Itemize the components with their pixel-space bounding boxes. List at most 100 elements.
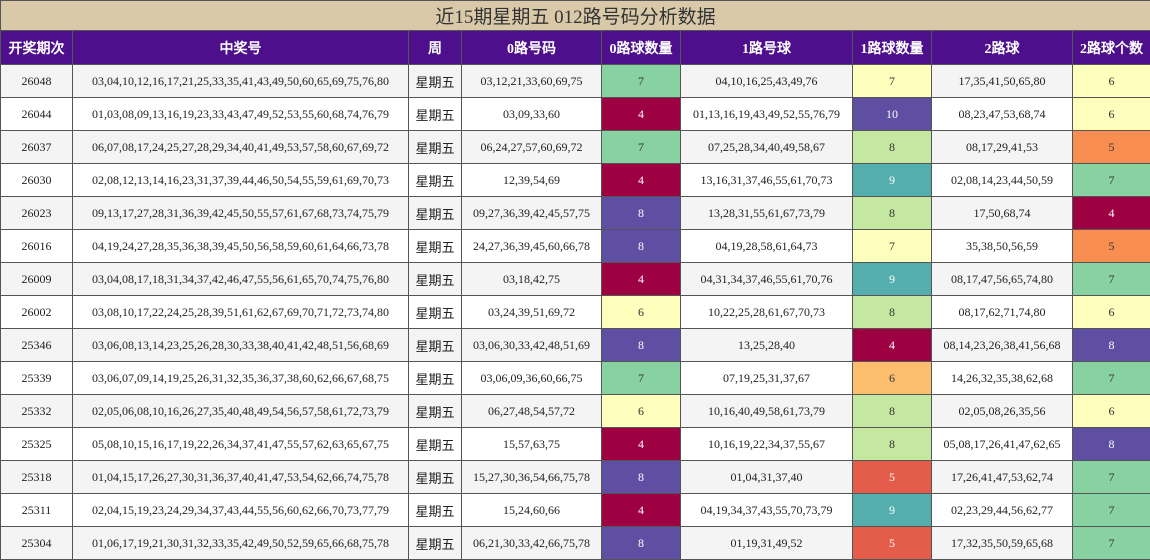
cell: 25311 xyxy=(0,493,73,527)
cell: 04,19,34,37,43,55,70,73,79 xyxy=(680,493,853,527)
table-row: 26037 06,07,08,17,24,25,27,28,29,34,40,41… xyxy=(0,130,1150,164)
cell: 17,50,68,74 xyxy=(931,196,1073,230)
count-cell: 4 xyxy=(601,262,681,296)
count-cell: 6 xyxy=(1071,295,1150,329)
cell: 星期五 xyxy=(408,64,462,98)
table-title: 近15期星期五 012路号码分析数据 xyxy=(0,0,1150,31)
count-cell: 8 xyxy=(601,460,681,494)
cell: 17,35,41,50,65,80 xyxy=(931,64,1073,98)
cell: 15,24,60,66 xyxy=(461,493,602,527)
cell: 星期五 xyxy=(408,97,462,131)
cell: 06,21,30,33,42,66,75,78 xyxy=(461,526,602,560)
cell: 12,39,54,69 xyxy=(461,163,602,197)
cell: 04,19,24,27,28,35,36,38,39,45,50,56,58,5… xyxy=(72,229,409,263)
cell: 13,25,28,40 xyxy=(680,328,853,362)
table-row: 25332 02,05,06,08,10,16,26,27,35,40,48,49… xyxy=(0,394,1150,428)
cell: 星期五 xyxy=(408,196,462,230)
table-row: 25346 03,06,08,13,14,23,25,26,28,30,33,38… xyxy=(0,328,1150,362)
cell: 03,24,39,51,69,72 xyxy=(461,295,602,329)
cell: 25332 xyxy=(0,394,73,428)
cell: 26044 xyxy=(0,97,73,131)
column-header: 2路球个数 xyxy=(1071,30,1150,65)
cell: 星期五 xyxy=(408,163,462,197)
count-cell: 7 xyxy=(1071,526,1150,560)
cell: 25318 xyxy=(0,460,73,494)
cell: 25304 xyxy=(0,526,73,560)
count-cell: 6 xyxy=(1071,394,1150,428)
count-cell: 6 xyxy=(852,361,932,395)
count-cell: 7 xyxy=(852,64,932,98)
cell: 06,27,48,54,57,72 xyxy=(461,394,602,428)
count-cell: 6 xyxy=(601,394,681,428)
table-row: 26030 02,08,12,13,14,16,23,31,37,39,44,46… xyxy=(0,163,1150,197)
cell: 星期五 xyxy=(408,328,462,362)
count-cell: 7 xyxy=(1071,163,1150,197)
count-cell: 8 xyxy=(1071,328,1150,362)
cell: 03,08,10,17,22,24,25,28,39,51,61,62,67,6… xyxy=(72,295,409,329)
table-row: 26002 03,08,10,17,22,24,25,28,39,51,61,62… xyxy=(0,295,1150,329)
table-row: 26023 09,13,17,27,28,31,36,39,42,45,50,55… xyxy=(0,196,1150,230)
cell: 07,19,25,31,37,67 xyxy=(680,361,853,395)
table-row: 25339 03,06,07,09,14,19,25,26,31,32,35,36… xyxy=(0,361,1150,395)
cell: 01,04,15,17,26,27,30,31,36,37,40,41,47,5… xyxy=(72,460,409,494)
count-cell: 4 xyxy=(852,328,932,362)
cell: 03,06,09,36,60,66,75 xyxy=(461,361,602,395)
count-cell: 8 xyxy=(852,130,932,164)
cell: 01,03,08,09,13,16,19,23,33,43,47,49,52,5… xyxy=(72,97,409,131)
count-cell: 8 xyxy=(852,427,932,461)
cell: 26009 xyxy=(0,262,73,296)
count-cell: 4 xyxy=(601,97,681,131)
cell: 01,13,16,19,43,49,52,55,76,79 xyxy=(680,97,853,131)
count-cell: 7 xyxy=(601,130,681,164)
cell: 25339 xyxy=(0,361,73,395)
column-header: 0路球数量 xyxy=(601,30,681,65)
cell: 03,04,10,12,16,17,21,25,33,35,41,43,49,5… xyxy=(72,64,409,98)
column-header: 0路号码 xyxy=(461,30,602,65)
cell: 03,04,08,17,18,31,34,37,42,46,47,55,56,6… xyxy=(72,262,409,296)
cell: 14,26,32,35,38,62,68 xyxy=(931,361,1073,395)
cell: 10,22,25,28,61,67,70,73 xyxy=(680,295,853,329)
count-cell: 7 xyxy=(601,64,681,98)
cell: 26023 xyxy=(0,196,73,230)
cell: 02,23,29,44,56,62,77 xyxy=(931,493,1073,527)
cell: 03,06,07,09,14,19,25,26,31,32,35,36,37,3… xyxy=(72,361,409,395)
cell: 04,19,28,58,61,64,73 xyxy=(680,229,853,263)
cell: 08,17,47,56,65,74,80 xyxy=(931,262,1073,296)
count-cell: 7 xyxy=(852,229,932,263)
table-row: 25304 01,06,17,19,21,30,31,32,33,35,42,49… xyxy=(0,526,1150,560)
count-cell: 7 xyxy=(1071,262,1150,296)
cell: 15,27,30,36,54,66,75,78 xyxy=(461,460,602,494)
cell: 03,18,42,75 xyxy=(461,262,602,296)
cell: 03,06,30,33,42,48,51,69 xyxy=(461,328,602,362)
cell: 02,05,06,08,10,16,26,27,35,40,48,49,54,5… xyxy=(72,394,409,428)
cell: 星期五 xyxy=(408,229,462,263)
count-cell: 4 xyxy=(601,493,681,527)
count-cell: 5 xyxy=(1071,130,1150,164)
cell: 星期五 xyxy=(408,526,462,560)
cell: 01,04,31,37,40 xyxy=(680,460,853,494)
count-cell: 8 xyxy=(852,394,932,428)
cell: 06,07,08,17,24,25,27,28,29,34,40,41,49,5… xyxy=(72,130,409,164)
count-cell: 10 xyxy=(852,97,932,131)
count-cell: 8 xyxy=(601,229,681,263)
cell: 05,08,10,15,16,17,19,22,26,34,37,41,47,5… xyxy=(72,427,409,461)
cell: 星期五 xyxy=(408,262,462,296)
cell: 01,06,17,19,21,30,31,32,33,35,42,49,50,5… xyxy=(72,526,409,560)
count-cell: 8 xyxy=(601,328,681,362)
cell: 星期五 xyxy=(408,427,462,461)
count-cell: 6 xyxy=(1071,64,1150,98)
count-cell: 4 xyxy=(601,427,681,461)
cell: 02,05,08,26,35,56 xyxy=(931,394,1073,428)
cell: 02,08,14,23,44,50,59 xyxy=(931,163,1073,197)
count-cell: 4 xyxy=(601,163,681,197)
count-cell: 6 xyxy=(1071,97,1150,131)
count-cell: 7 xyxy=(1071,493,1150,527)
cell: 08,17,29,41,53 xyxy=(931,130,1073,164)
table-row: 26016 04,19,24,27,28,35,36,38,39,45,50,56… xyxy=(0,229,1150,263)
cell: 03,06,08,13,14,23,25,26,28,30,33,38,40,4… xyxy=(72,328,409,362)
cell: 26048 xyxy=(0,64,73,98)
cell: 26030 xyxy=(0,163,73,197)
cell: 星期五 xyxy=(408,460,462,494)
